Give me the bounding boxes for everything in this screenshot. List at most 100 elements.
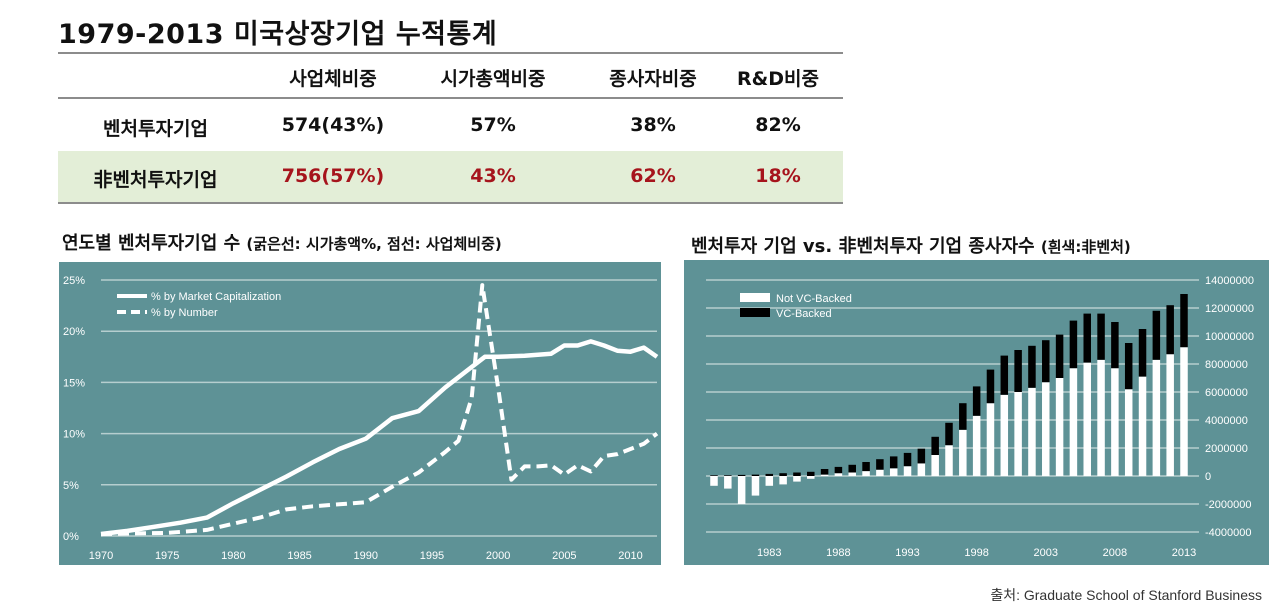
bar-vc-backed (1069, 320, 1078, 369)
bar-not-vc-backed (862, 471, 870, 476)
bar-vc-backed (945, 422, 953, 446)
bar-not-vc-backed (889, 468, 898, 476)
legend-swatch-black (740, 308, 770, 317)
y-tick-label: 10% (63, 429, 85, 441)
bar-not-vc-backed (972, 415, 981, 476)
x-tick-label: 1970 (89, 550, 113, 562)
bar-vc-backed (1083, 313, 1091, 363)
x-tick-label: 2000 (486, 550, 510, 562)
bar-not-vc-backed (1180, 347, 1188, 476)
y-tick-label: -2000000 (1205, 499, 1252, 511)
bar-vc-backed (903, 452, 912, 467)
y-tick-label: -4000000 (1205, 527, 1252, 539)
table-header-rule (58, 97, 843, 99)
left-chart-heading-text: 연도별 벤처투자기업 수 (62, 233, 241, 254)
table-cell: 574(43%) (281, 114, 385, 136)
bar-vc-backed (779, 473, 787, 476)
table-header: 사업체비중 (289, 68, 377, 90)
bar-not-vc-backed (1111, 368, 1119, 476)
bar-not-vc-backed (751, 476, 760, 496)
y-tick-label: 2000000 (1205, 443, 1248, 455)
y-tick-label: 6000000 (1205, 387, 1248, 399)
table-top-rule (58, 52, 843, 54)
bar-vc-backed (1152, 310, 1161, 360)
bar-not-vc-backed (1055, 378, 1064, 476)
x-tick-label: 2003 (1034, 547, 1058, 559)
table-cell: 756(57%) (281, 165, 385, 187)
page-title: 1979-2013 미국상장기업 누적통계 (58, 19, 498, 50)
bar-vc-backed (917, 448, 926, 464)
x-tick-label: 1993 (895, 547, 919, 559)
bar-not-vc-backed (779, 476, 787, 485)
bar-vc-backed (1124, 343, 1133, 390)
bar-vc-backed (751, 474, 760, 476)
market-share-line-chart: 0% 5% 10% 15% 20% 25% 1970 1975 1980 1985 1990 1995… (63, 275, 659, 562)
series-line-number (100, 283, 659, 536)
bar-not-vc-backed (1042, 382, 1050, 476)
table-header: R&D비중 (737, 68, 819, 90)
table-header: 종사자비중 (609, 68, 697, 90)
bar-vc-backed (820, 469, 829, 475)
bar-not-vc-backed (917, 463, 926, 476)
table-row-highlight (58, 151, 843, 202)
x-tick-label: 1995 (420, 550, 444, 562)
bar-not-vc-backed (1124, 389, 1133, 476)
table-bottom-rule (58, 202, 843, 204)
left-chart-note: (굵은선: 시가총액%, 점선: 사업체비중) (246, 235, 502, 253)
table-cell: 38% (630, 114, 676, 136)
right-chart-heading-text: 벤처투자 기업 vs. 非벤처투자 기업 종사자수 (691, 236, 1035, 257)
bar-not-vc-backed (834, 473, 843, 476)
x-tick-label: 1988 (826, 547, 850, 559)
bar-not-vc-backed (903, 466, 912, 476)
y-tick-label: 25% (63, 275, 85, 287)
bar-not-vc-backed (1152, 359, 1161, 476)
x-tick-label: 1998 (964, 547, 988, 559)
bar-vc-backed (1138, 329, 1147, 377)
table-cell: 82% (755, 114, 801, 136)
bar-not-vc-backed (986, 403, 995, 476)
bar-vc-backed (972, 386, 981, 416)
bar-not-vc-backed (1014, 392, 1022, 476)
bar-vc-backed (807, 471, 815, 476)
y-tick-label: 10000000 (1205, 331, 1254, 343)
right-chart-panel: 14000000 12000000 10000000 8000000 6000000 40… (684, 260, 1269, 565)
table-row-label: 非벤처투자기업 (93, 169, 218, 191)
bar-vc-backed (1028, 345, 1036, 388)
y-tick-label: 15% (63, 377, 85, 389)
bar-not-vc-backed (876, 469, 884, 476)
bar-vc-backed (848, 464, 856, 473)
bar-not-vc-backed (820, 474, 829, 476)
bar-not-vc-backed (931, 455, 939, 476)
x-tick-label: 1975 (155, 550, 179, 562)
bar-not-vc-backed (807, 476, 815, 479)
y-tick-label: 12000000 (1205, 303, 1254, 315)
bar-vc-backed (862, 462, 870, 472)
y-tick-label: 8000000 (1205, 359, 1248, 371)
bar-vc-backed (1055, 334, 1064, 378)
x-tick-label: 2010 (618, 550, 642, 562)
bar-vc-backed (931, 436, 939, 455)
table-cell: 57% (470, 114, 516, 136)
bar-not-vc-backed (1028, 387, 1036, 476)
legend-swatch-white (740, 293, 770, 302)
bar-not-vc-backed (1069, 368, 1078, 476)
bar-vc-backed (876, 459, 884, 470)
bar-not-vc-backed (1000, 394, 1009, 476)
bar-vc-backed (710, 475, 718, 476)
bar-not-vc-backed (959, 429, 967, 476)
bar-not-vc-backed (1083, 362, 1091, 476)
bar-not-vc-backed (1097, 359, 1105, 476)
table-header: 시가총액비중 (440, 68, 546, 90)
x-tick-label: 2008 (1103, 547, 1127, 559)
bar-not-vc-backed (848, 472, 856, 476)
bar-not-vc-backed (1138, 376, 1147, 476)
bar-vc-backed (834, 466, 843, 474)
bar-vc-backed (1042, 340, 1050, 383)
bar-not-vc-backed (945, 445, 953, 476)
y-tick-label: 14000000 (1205, 275, 1254, 287)
bar-vc-backed (724, 475, 732, 476)
bar-vc-backed (1014, 350, 1022, 392)
table-cell: 43% (470, 165, 516, 187)
bar-vc-backed (959, 403, 967, 430)
x-tick-label: 2013 (1172, 547, 1196, 559)
